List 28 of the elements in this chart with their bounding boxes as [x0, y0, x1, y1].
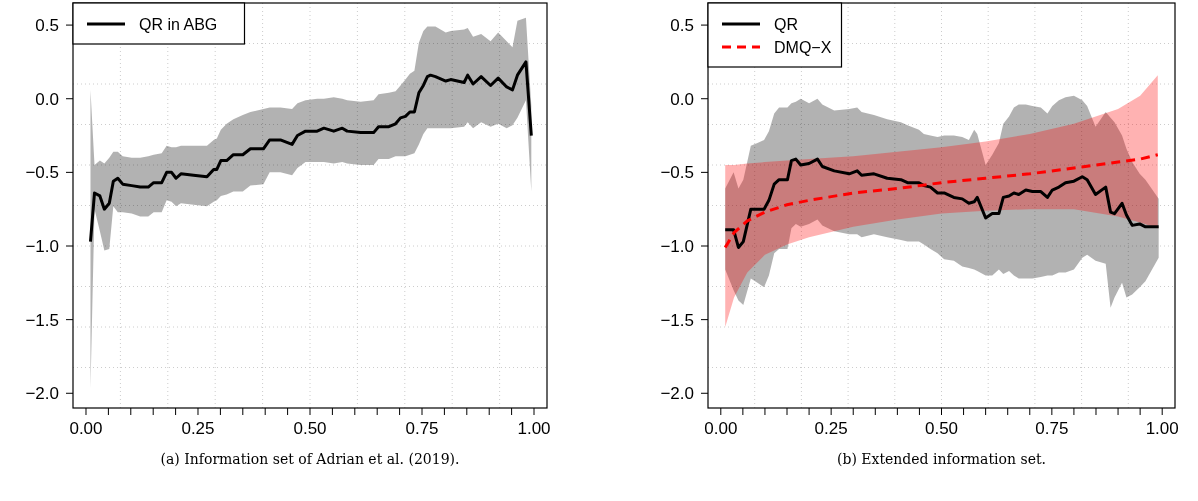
- y-tick-label: 0.5: [670, 16, 694, 36]
- y-tick-label: 0.5: [35, 16, 59, 36]
- y-tick-label: −1.5: [660, 310, 694, 330]
- y-tick-label: −2.0: [660, 384, 694, 404]
- line-series: [88, 60, 533, 244]
- x-tick-label: 0.25: [814, 419, 848, 438]
- text: (b) Extended information set.: [836, 451, 1047, 467]
- y-tick-label: 0.0: [35, 89, 59, 109]
- x-tick-label: 1.00: [1145, 419, 1179, 438]
- x-tick-label: 0.00: [69, 419, 103, 438]
- legend-label: DMQ−X: [774, 38, 832, 56]
- legend-label: QR: [774, 15, 798, 33]
- y-tick-label: 0.0: [670, 89, 694, 109]
- text: (a) Information set of Adrian et al. (2019).: [160, 451, 460, 467]
- legend-label: QR in ABG: [139, 15, 218, 33]
- x-tick-label: 0.50: [924, 419, 959, 438]
- x-tick-label: 0.00: [704, 419, 738, 438]
- y-tick-label: −0.5: [660, 163, 694, 183]
- y-tick-label: −1.0: [660, 236, 694, 256]
- x-tick-label: 0.75: [1035, 419, 1069, 438]
- y-tick-label: −1.0: [25, 236, 59, 256]
- x-tick-label: 1.00: [517, 419, 551, 438]
- x-tick-label: 0.75: [405, 419, 439, 438]
- y-tick-label: −0.5: [25, 163, 59, 183]
- y-tick-label: −1.5: [25, 310, 59, 330]
- y-tick-label: −2.0: [25, 384, 59, 404]
- x-tick-label: 0.25: [181, 419, 215, 438]
- x-tick-label: 0.50: [293, 419, 327, 438]
